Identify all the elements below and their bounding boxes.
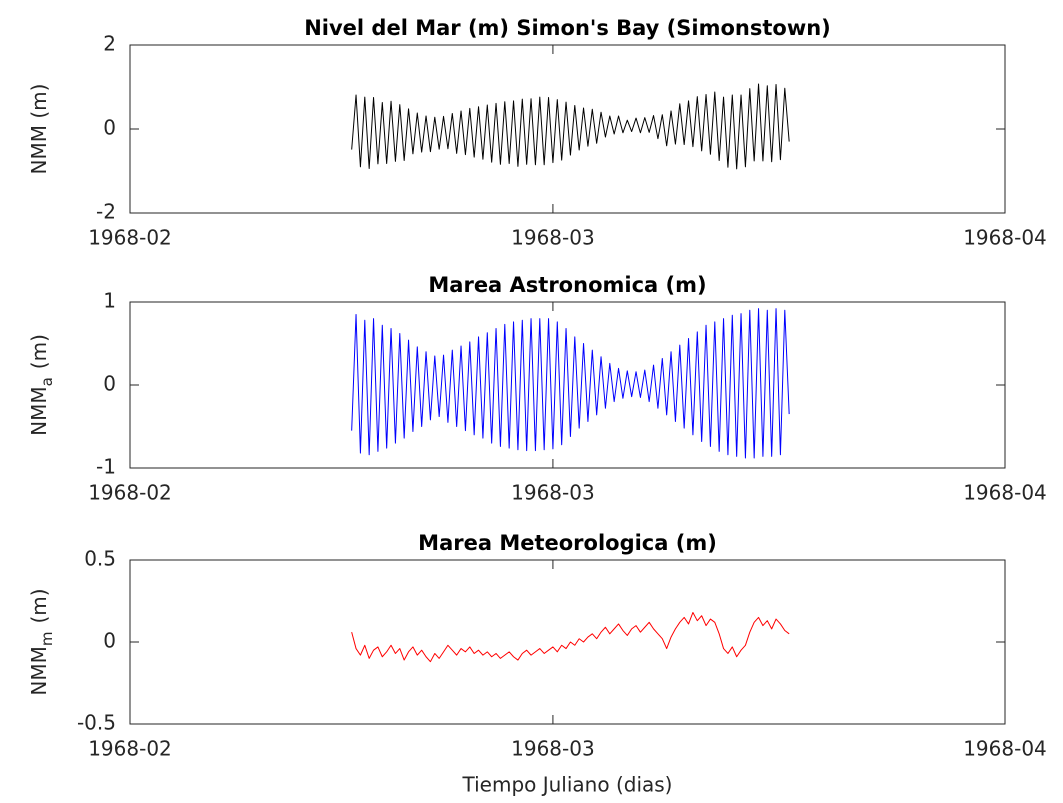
y-tick-label: -0.5 bbox=[77, 711, 116, 735]
y-axis-label: NMMa (m) bbox=[27, 334, 56, 436]
x-tick-label: 1968-04 bbox=[963, 226, 1047, 250]
y-label-subscript: m bbox=[38, 631, 56, 646]
y-label-suffix: (m) bbox=[27, 588, 51, 623]
chart-title: Marea Astronomica (m) bbox=[428, 273, 706, 297]
y-tick-label: 0 bbox=[103, 372, 116, 396]
y-label-subscript: a bbox=[38, 377, 56, 386]
y-label-main: NMM (m) bbox=[27, 84, 51, 175]
y-tick-label: -2 bbox=[96, 200, 116, 224]
axes-frame bbox=[129, 559, 1006, 725]
axes-frame bbox=[129, 44, 1006, 214]
x-tick-label: 1968-04 bbox=[963, 737, 1047, 761]
axes-frame bbox=[129, 301, 1006, 469]
y-tick-label: 0 bbox=[103, 629, 116, 653]
x-axis-label: Tiempo Juliano (dias) bbox=[462, 773, 673, 797]
x-tick-label: 1968-02 bbox=[88, 481, 172, 505]
y-axis-label: NMM (m) bbox=[27, 84, 51, 175]
y-tick-label: 0.5 bbox=[84, 547, 116, 571]
y-tick-label: 0 bbox=[103, 116, 116, 140]
x-tick-label: 1968-04 bbox=[963, 481, 1047, 505]
chart-title: Marea Meteorologica (m) bbox=[418, 531, 717, 555]
x-tick-label: 1968-02 bbox=[88, 737, 172, 761]
x-tick-label: 1968-03 bbox=[511, 737, 595, 761]
x-tick-label: 1968-03 bbox=[511, 226, 595, 250]
y-tick-label: -1 bbox=[96, 455, 116, 479]
data-line bbox=[351, 83, 790, 170]
y-label-main: NMM bbox=[27, 646, 51, 695]
y-tick-label: 1 bbox=[103, 289, 116, 313]
x-tick-label: 1968-02 bbox=[88, 226, 172, 250]
x-tick-label: 1968-03 bbox=[511, 481, 595, 505]
y-axis-label: NMMm (m) bbox=[27, 588, 56, 695]
chart-title: Nivel del Mar (m) Simon's Bay (Simonstow… bbox=[304, 16, 831, 40]
y-tick-label: 2 bbox=[103, 32, 116, 56]
data-line bbox=[351, 611, 790, 663]
data-line bbox=[351, 308, 790, 459]
y-label-main: NMM bbox=[27, 386, 51, 435]
y-label-suffix: (m) bbox=[27, 334, 51, 369]
